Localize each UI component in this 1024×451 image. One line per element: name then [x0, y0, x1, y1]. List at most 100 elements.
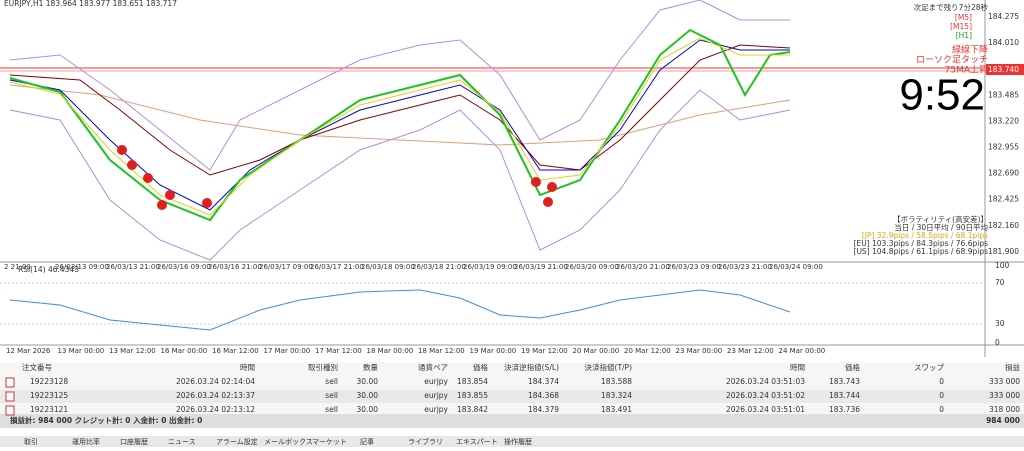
vol-line: [US] 104.8pips / 61.1pips / 68.9pips	[854, 247, 989, 256]
summary-bg	[0, 414, 1024, 428]
cell: 2026.03.24 03:51:02	[726, 391, 805, 400]
rsi-level-label: 0	[995, 338, 1000, 347]
summary: 損益計: 984 000 クレジット計: 0 入金計: 0 出金計: 0	[10, 415, 202, 425]
bottom-time: 23 Mar 12:00	[727, 347, 774, 355]
timeframe: [M15]	[950, 22, 972, 31]
tab[interactable]: 取引	[24, 437, 38, 446]
time-label: 26/03/20 21:00	[616, 263, 670, 271]
time-label: 26/03/23 21:00	[718, 263, 772, 271]
bottom-time: 13 Mar 12:00	[109, 347, 156, 355]
column-header: 損益	[1005, 362, 1020, 372]
cell: 184.368	[528, 391, 559, 400]
time-label: 26/03/17 21:00	[310, 263, 364, 271]
column-header: 決済逆指値(S/L)	[504, 362, 559, 372]
ma	[9, 28, 791, 222]
countdown: 次足まで残り7分28秒	[914, 2, 989, 12]
cell: 333 000	[989, 391, 1020, 400]
column-header: スワップ	[914, 363, 944, 372]
cell: 19223128	[30, 377, 68, 386]
time-label: 26/03/19 21:00	[514, 263, 568, 271]
tab[interactable]: アラーム設定	[216, 437, 258, 446]
rsi-line	[9, 289, 791, 331]
rsi-level-label: 100	[995, 261, 1010, 270]
tab-bar	[0, 436, 1024, 447]
cell: 184.374	[528, 377, 559, 386]
cell: sell	[325, 377, 338, 386]
signal	[543, 197, 553, 207]
bottom-time: 18 Mar 12:00	[418, 347, 465, 355]
tab[interactable]: 記事	[360, 437, 374, 446]
price-label: 184.010	[988, 38, 1019, 47]
cell: 2026.03.24 02:13:12	[176, 405, 255, 414]
time-label: 26/03/23 09:00	[667, 263, 721, 271]
cell: 0	[939, 377, 944, 386]
cell: sell	[325, 405, 338, 414]
summary-total: 984 000	[986, 416, 1020, 425]
cell: 2026.03.24 02:13:37	[176, 391, 255, 400]
row-bg	[0, 390, 1024, 403]
tab[interactable]: 運用比率	[72, 437, 100, 446]
signal	[127, 160, 137, 170]
time-label: 26/03/20 09:00	[565, 263, 619, 271]
column-header: 時間	[790, 363, 805, 372]
chart-bg	[0, 0, 1024, 262]
price-label: 182.425	[988, 195, 1019, 204]
price-label: 184.275	[988, 12, 1019, 21]
signal	[547, 182, 557, 192]
row-icon	[5, 377, 15, 388]
tab[interactable]: ニュース	[168, 438, 196, 446]
signal	[143, 173, 153, 183]
row-icon	[5, 405, 15, 416]
cell: 0	[939, 405, 944, 414]
tab[interactable]: マーケット	[312, 438, 347, 446]
clock: 9:52	[899, 71, 985, 120]
cell: 30.00	[357, 405, 379, 414]
bottom-time: 23 Mar 00:00	[676, 347, 723, 355]
price-label: 182.690	[988, 169, 1019, 178]
cell: 183.588	[601, 377, 632, 386]
time-label: 26/03/19 09:00	[463, 263, 517, 271]
cell: 0	[939, 391, 944, 400]
cell: 19223125	[30, 391, 68, 400]
cell: 183.842	[457, 405, 488, 414]
tab[interactable]: 操作履歴	[504, 437, 532, 446]
ma	[9, 37, 790, 216]
column-header: 決済指値(T/P)	[585, 362, 633, 372]
time-label: 2 21:00	[4, 263, 31, 271]
cell: 2026.03.24 02:14:04	[176, 377, 255, 386]
timeframe: [M5]	[955, 13, 972, 22]
cell: 183.855	[457, 391, 488, 400]
signal-text: 75MA上昇	[945, 65, 988, 76]
bottom-time: 19 Mar 12:00	[521, 347, 568, 355]
cell: 2026.03.24 03:51:01	[726, 405, 805, 414]
bottom-time: 12 Mar 2026	[6, 347, 51, 355]
time-label: 26/03/18 21:00	[412, 263, 466, 271]
time-label: 26/03/13 21:00	[106, 263, 160, 271]
time-label: 26/03/17 09:00	[259, 263, 313, 271]
column-header: 時間	[240, 363, 255, 372]
column-header: 取引種別	[308, 362, 338, 372]
signal	[531, 177, 541, 187]
cell: eurjpy	[424, 405, 448, 414]
vol-title: 【ボラティリティ(高安差)】	[893, 214, 988, 224]
tab[interactable]: 口座履歴	[120, 437, 148, 446]
time-label: 26/03/24 09:00	[769, 263, 823, 271]
vol-line: [EU] 103.3pips / 84.3pips / 76.6pips	[854, 239, 989, 248]
column-header: 価格	[473, 362, 488, 372]
tab[interactable]: メールボックス	[264, 438, 313, 446]
cell: sell	[325, 391, 338, 400]
signal	[117, 145, 127, 155]
timeframe: [H1]	[956, 31, 972, 40]
tab[interactable]: エキスパート	[456, 438, 498, 446]
rsi-level-label: 30	[995, 319, 1005, 328]
signal-text: ローソク足タッチ	[916, 55, 988, 66]
bottom-time: 20 Mar 12:00	[624, 347, 671, 355]
tab[interactable]: ライブラリ	[408, 437, 443, 446]
signal	[165, 190, 175, 200]
signal	[157, 200, 167, 210]
bottom-time: 24 Mar 00:00	[779, 347, 826, 355]
vol-sub: 当日 / 30日平均 / 90日平均	[894, 222, 988, 232]
bottom-time: 13 Mar 00:00	[58, 347, 105, 355]
row-icon	[5, 391, 15, 402]
